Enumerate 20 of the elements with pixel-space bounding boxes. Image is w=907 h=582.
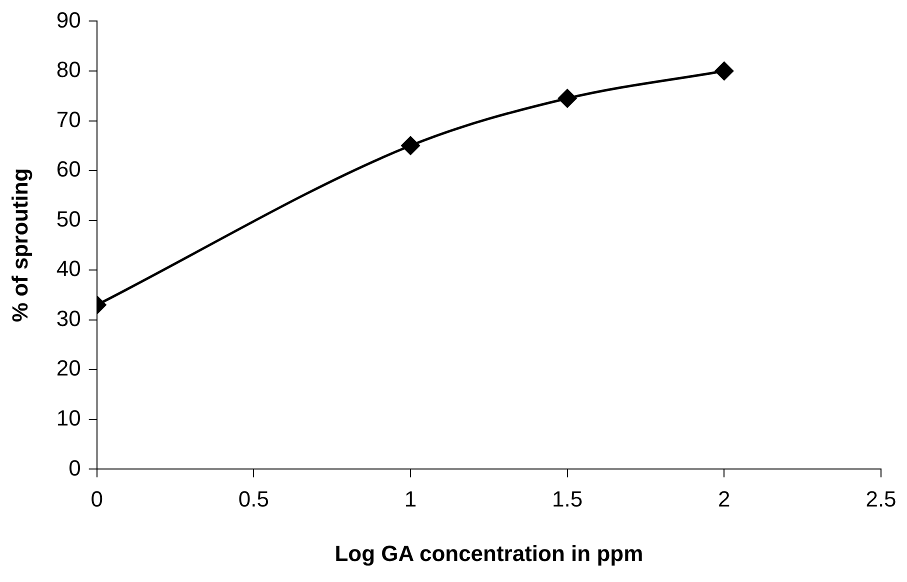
y-tick-label: 90 (56, 7, 81, 32)
x-axis-title: Log GA concentration in ppm (334, 540, 644, 566)
y-tick-label: 60 (56, 156, 81, 182)
y-tick-label: 10 (56, 405, 81, 430)
x-tick-label: 1.5 (552, 486, 583, 512)
point (558, 89, 577, 108)
y-tick-label: 0 (68, 455, 81, 480)
x-tick-label: 0.5 (238, 486, 269, 512)
y-tick-label: 30 (56, 306, 81, 331)
y-tick-label: 40 (56, 256, 81, 282)
point (714, 62, 734, 80)
y-tick-label: 70 (56, 106, 81, 132)
x-tick-label: 0 (90, 486, 103, 512)
x-tick-label: 2.5 (866, 486, 896, 512)
y-axis-title: % of sprouting (7, 168, 32, 322)
y-tick-label: 50 (56, 206, 81, 232)
x-tick-label: 2 (718, 486, 730, 512)
x-tick-label: 1 (404, 486, 417, 512)
y-tick-label: 20 (56, 356, 81, 381)
y-tick-label: 80 (56, 57, 81, 82)
